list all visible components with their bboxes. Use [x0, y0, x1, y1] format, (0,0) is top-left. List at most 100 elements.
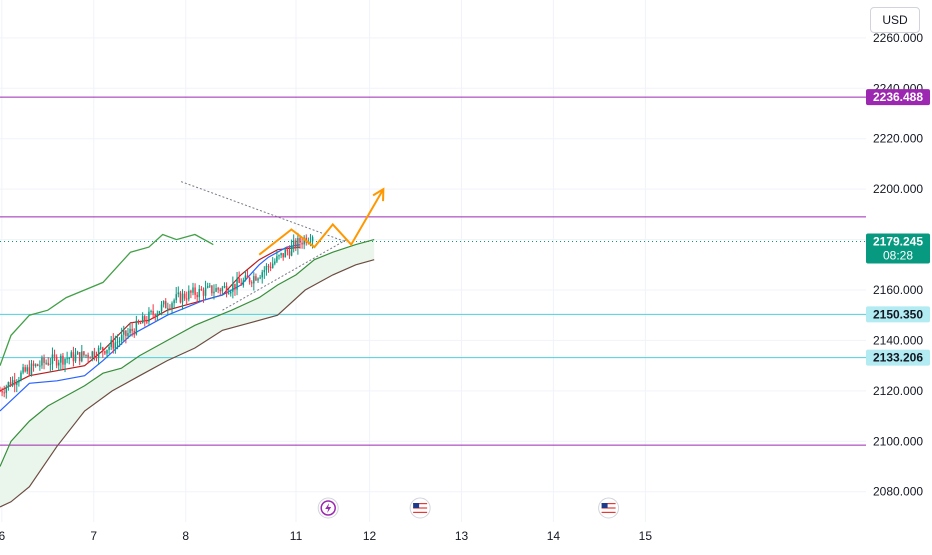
candle — [18, 376, 20, 387]
candle — [24, 364, 26, 373]
candle — [173, 298, 175, 308]
candle — [284, 247, 287, 258]
candle — [227, 288, 230, 295]
countdown-label: 08:28 — [883, 248, 913, 262]
candle — [91, 350, 94, 362]
ichimoku-cloud — [0, 239, 375, 507]
candle — [185, 291, 188, 305]
candle — [5, 384, 8, 399]
x-tick-label: 15 — [639, 529, 653, 543]
candle — [158, 310, 161, 315]
candle — [200, 286, 203, 291]
candle — [74, 347, 77, 363]
level-price-label: 2150.350 — [866, 306, 930, 323]
candle — [57, 359, 60, 371]
svg-text:2236.488: 2236.488 — [873, 90, 923, 104]
candle — [39, 360, 41, 371]
candle — [43, 354, 45, 370]
candle — [146, 315, 148, 325]
candle — [125, 330, 127, 344]
candle — [102, 346, 104, 358]
candle — [95, 351, 98, 362]
svg-text:2179.245: 2179.245 — [873, 234, 923, 248]
candle — [221, 285, 224, 296]
kijun-sen — [0, 246, 301, 392]
candle — [297, 232, 299, 255]
candle — [177, 286, 180, 298]
candle — [89, 356, 91, 359]
candle — [211, 285, 213, 296]
x-tick-label: 11 — [290, 529, 303, 543]
candle — [242, 277, 245, 288]
currency-button[interactable]: USD — [870, 7, 920, 33]
event-markers — [317, 497, 620, 519]
candle — [141, 312, 144, 324]
candle — [68, 356, 70, 365]
candle — [0, 386, 1, 392]
candle — [198, 284, 201, 302]
x-tick-label: 12 — [363, 529, 377, 543]
candle — [137, 319, 140, 325]
candle — [265, 263, 268, 276]
chikou-span — [0, 233, 214, 366]
x-tick-label: 7 — [90, 529, 97, 543]
candle — [51, 347, 54, 371]
candle — [217, 286, 219, 294]
candle — [110, 335, 112, 351]
candle — [230, 289, 232, 297]
candle — [60, 353, 62, 370]
candle — [66, 351, 68, 364]
candle — [194, 283, 196, 300]
candle — [143, 314, 146, 327]
svg-text:2133.206: 2133.206 — [873, 351, 923, 365]
us-flag-icon[interactable] — [409, 497, 431, 519]
candle — [72, 346, 75, 367]
indicator-lines — [0, 233, 375, 508]
level-price-label: 2236.488 — [866, 89, 930, 106]
candle — [154, 313, 156, 321]
candle — [288, 245, 291, 259]
candle — [83, 350, 85, 358]
y-tick-label: 2260.000 — [873, 31, 923, 45]
candle — [299, 235, 301, 249]
trendline — [180, 181, 347, 243]
y-tick-label: 2140.000 — [873, 333, 923, 347]
candle — [55, 354, 58, 369]
candle — [108, 344, 110, 354]
candle — [271, 257, 274, 269]
candle — [156, 310, 159, 322]
candle — [106, 349, 108, 359]
candle — [196, 291, 198, 304]
candle — [167, 302, 169, 315]
candle — [41, 355, 43, 369]
candle — [97, 345, 100, 365]
candle — [169, 304, 171, 311]
candle — [204, 280, 207, 300]
candle — [290, 239, 293, 257]
lightning-icon[interactable] — [317, 497, 339, 519]
candle — [26, 364, 29, 375]
candle — [37, 363, 39, 367]
candle — [76, 350, 79, 355]
senkou-span-b — [0, 259, 375, 508]
candle — [150, 309, 152, 315]
candles — [0, 232, 314, 399]
candle — [13, 372, 16, 393]
tenkan-sen — [0, 244, 301, 412]
candle — [209, 282, 211, 288]
candle — [215, 283, 217, 293]
candle — [160, 301, 163, 316]
drawings — [180, 181, 385, 311]
candle — [213, 284, 215, 300]
candle — [236, 271, 238, 296]
candle — [47, 357, 49, 366]
candle — [232, 276, 234, 299]
candle — [9, 377, 12, 387]
candle — [64, 358, 66, 373]
us-flag-icon[interactable] — [598, 497, 620, 519]
candle — [238, 271, 240, 284]
candle — [152, 304, 154, 319]
candle — [269, 262, 272, 272]
